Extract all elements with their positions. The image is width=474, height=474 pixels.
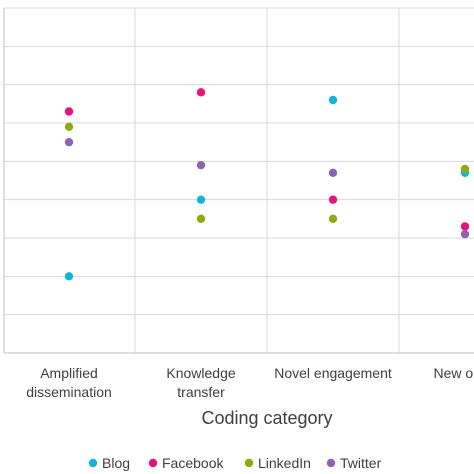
point-facebook bbox=[328, 195, 338, 204]
legend: Blog Facebook LinkedIn Twitter bbox=[88, 455, 382, 471]
x-tick-label: New oppo bbox=[433, 365, 474, 381]
legend-item-facebook: Facebook bbox=[148, 455, 224, 471]
point-twitter bbox=[196, 160, 206, 170]
legend-item-blog: Blog bbox=[88, 455, 130, 471]
point-blog bbox=[328, 95, 338, 105]
point-linkedin bbox=[460, 164, 470, 174]
point-linkedin bbox=[328, 214, 338, 224]
x-tick-label: Amplified dissemination bbox=[26, 365, 112, 400]
point-twitter bbox=[460, 229, 470, 239]
data-points bbox=[64, 88, 470, 281]
point-twitter bbox=[64, 137, 74, 147]
point-linkedin bbox=[196, 214, 206, 224]
point-facebook bbox=[64, 107, 74, 116]
legend-label: Facebook bbox=[162, 455, 224, 471]
legend-label: LinkedIn bbox=[258, 455, 311, 471]
x-tick-label: Novel engagement bbox=[274, 365, 392, 381]
x-axis-title: Coding category bbox=[201, 408, 332, 428]
point-twitter bbox=[328, 168, 338, 178]
legend-marker bbox=[244, 458, 254, 468]
gridlines bbox=[4, 7, 474, 354]
point-blog bbox=[64, 272, 74, 281]
legend-label: Blog bbox=[102, 455, 130, 471]
point-linkedin bbox=[64, 122, 74, 132]
legend-label: Twitter bbox=[340, 455, 382, 471]
legend-marker bbox=[88, 458, 98, 468]
legend-marker bbox=[326, 458, 336, 468]
point-facebook bbox=[196, 88, 206, 97]
legend-marker bbox=[148, 458, 158, 468]
category-dividers bbox=[3, 8, 400, 353]
legend-item-twitter: Twitter bbox=[326, 455, 382, 471]
x-tick-labels: Amplified dissemination Knowledge transfer N… bbox=[26, 365, 474, 400]
point-facebook bbox=[460, 222, 470, 231]
x-tick-label: Knowledge transfer bbox=[166, 365, 235, 400]
point-blog bbox=[196, 195, 206, 204]
legend-item-linkedin: LinkedIn bbox=[244, 455, 311, 471]
